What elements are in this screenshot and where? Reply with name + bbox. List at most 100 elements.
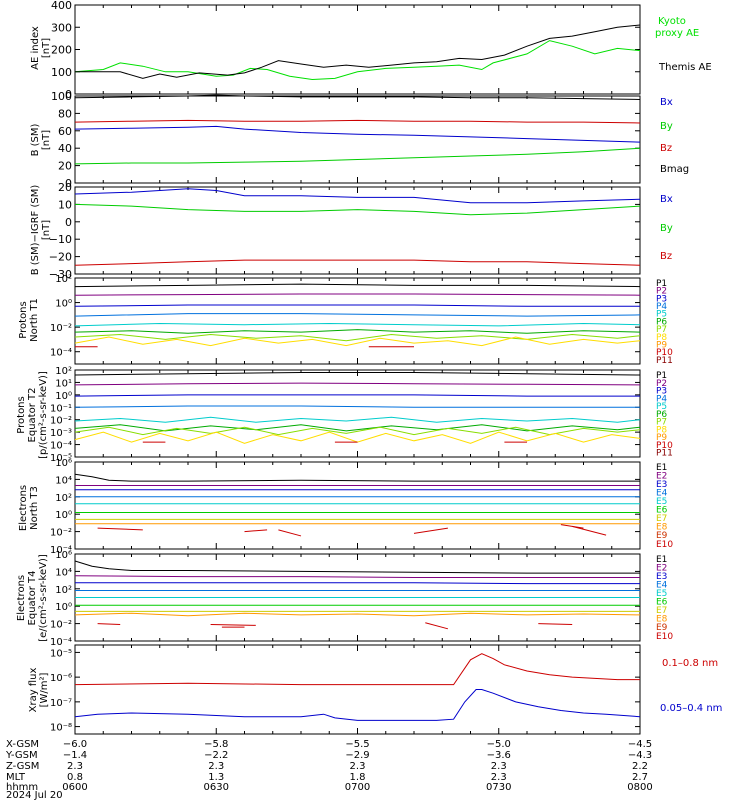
y-tick-label: 10⁻⁵ [50,453,72,464]
ylabel-electrons-equator-2: Equator T4 [27,571,38,626]
legend-e6: E6 [656,598,668,608]
series-p2 [74,382,641,386]
y-tick-label: 10⁻⁷ [50,698,72,709]
series-by [74,203,641,216]
y-tick-label: 10² [55,585,72,596]
y-tick-label: 10⁻² [50,323,72,334]
y-tick-label: 300 [51,21,72,34]
y-tick-label: 60 [58,125,72,138]
series-p1 [74,283,641,288]
legend-themis-ae: Themis AE [658,62,712,73]
x-tick-value: 2.3 [208,761,224,772]
xrow-label-x-gsm: X-GSM [6,739,39,750]
series-E10-segment [278,529,302,537]
series-E10-segment [97,527,143,531]
y-tick-label: 80 [58,107,72,120]
legend-p10: P10 [656,348,673,358]
y-tick-label: 10² [55,274,72,285]
legend-p9: P9 [656,433,667,443]
panels-layer: 0100200300400020406080100−30−20−10010201… [49,0,673,735]
series-p7 [74,333,641,342]
ylabel-b-igrf-2: [nT] [41,220,52,240]
ylabel-electrons-equator-3: [e/(cm²-s-sr-keV)] [38,554,49,642]
ylabel-ae-1: AE index [30,26,41,70]
series-bx [74,125,641,143]
x-tick-value: 2.3 [491,772,507,783]
series-E10-segment [210,623,256,626]
y-tick-label: 10⁻⁴ [50,348,72,359]
series-kyoto-proxy-ae [74,40,641,81]
y-tick-label: 0 [65,177,72,190]
y-tick-label: 10⁻⁶ [50,673,72,684]
legend-e7: E7 [656,606,667,616]
y-tick-label: 10 [58,198,72,211]
ylabel-b-sm-1: B (SM) [30,123,41,156]
y-tick-label: 20 [58,181,72,194]
series-e1 [74,473,640,482]
panel-frame [74,461,641,550]
series-p6 [74,424,641,432]
ylabel-xray-2: [W/m²] [39,672,50,707]
series-bx [74,188,641,204]
series-E10-segment [538,623,573,625]
y-tick-label: 10⁻⁴ [50,441,72,452]
y-tick-label: 10⁻⁵ [50,648,72,659]
legend-e10: E10 [656,540,673,550]
legend-e4: E4 [656,489,668,499]
xrow-label-y-gsm: Y-GSM [5,750,38,761]
series-p4 [74,313,641,317]
y-tick-label: 10⁻⁴ [50,637,72,648]
series-p3 [74,304,640,307]
x-tick-value: 0700 [345,782,370,793]
x-tick-value: 1.3 [208,772,224,783]
ylabel-electrons-equator-1: Electrons [16,575,27,621]
y-tick-label: 0 [65,88,72,101]
legend-e1: E1 [656,555,667,565]
legend-xray-long: 0.1–0.8 nm [662,658,718,669]
legend-e2: E2 [656,564,667,574]
y-tick-label: 10⁻³ [50,428,72,439]
legend-p2: P2 [656,287,667,297]
series-0.1–0.8-nm [74,653,640,686]
legend-p4: P4 [656,394,667,404]
legend-e2: E2 [656,472,667,482]
series-0.05–0.4-nm [74,689,641,721]
y-tick-label: 20 [58,160,72,173]
panel-7: 10⁻⁸ 10⁻⁷ 10⁻⁶ 10⁻⁵ [50,644,641,735]
series-e1 [74,560,640,574]
x-tick-value: −2.9 [345,750,369,761]
y-tick-label: 10⁰ [55,299,72,310]
xrow-label-z-gsm: Z-GSM [6,761,39,772]
legend-e8: E8 [656,615,668,625]
ylabel-protons-north-2: North T1 [29,298,40,342]
y-tick-label: 10⁻¹ [50,403,72,414]
y-tick-label: 10² [55,493,72,504]
legend-e3: E3 [656,480,667,490]
y-tick-label: 10⁰ [55,391,72,402]
xrow-label-mlt: MLT [6,772,26,783]
series-E10-segment [97,623,121,625]
series-e8 [74,612,641,617]
y-tick-label: −10 [49,233,72,246]
legend-e10: E10 [656,632,673,642]
legend-kyoto: Kyoto [658,16,686,27]
y-tick-label: 10⁶ [55,550,72,561]
series-themis-ae [75,24,641,79]
y-tick-label: 10⁴ [55,475,72,486]
legend-p2: P2 [656,379,667,389]
series-E10-segment [413,527,448,534]
y-tick-label: 100 [51,90,72,103]
series-p4 [74,405,640,408]
right-legends: Kyoto proxy AE Themis AE Bx By Bz Bmag B… [655,16,722,714]
panel-frame [74,277,641,365]
legend-e9: E9 [656,531,668,541]
x-tick-value: −2.2 [204,750,228,761]
x-tick-value: 2.3 [350,761,366,772]
legend-p11: P11 [656,356,673,366]
legend-b-bmag: Bmag [660,164,689,175]
x-tick-value: 0800 [627,782,652,793]
y-tick-label: 10⁰ [55,510,72,521]
legend-p7: P7 [656,325,667,335]
series-p5 [74,322,641,327]
